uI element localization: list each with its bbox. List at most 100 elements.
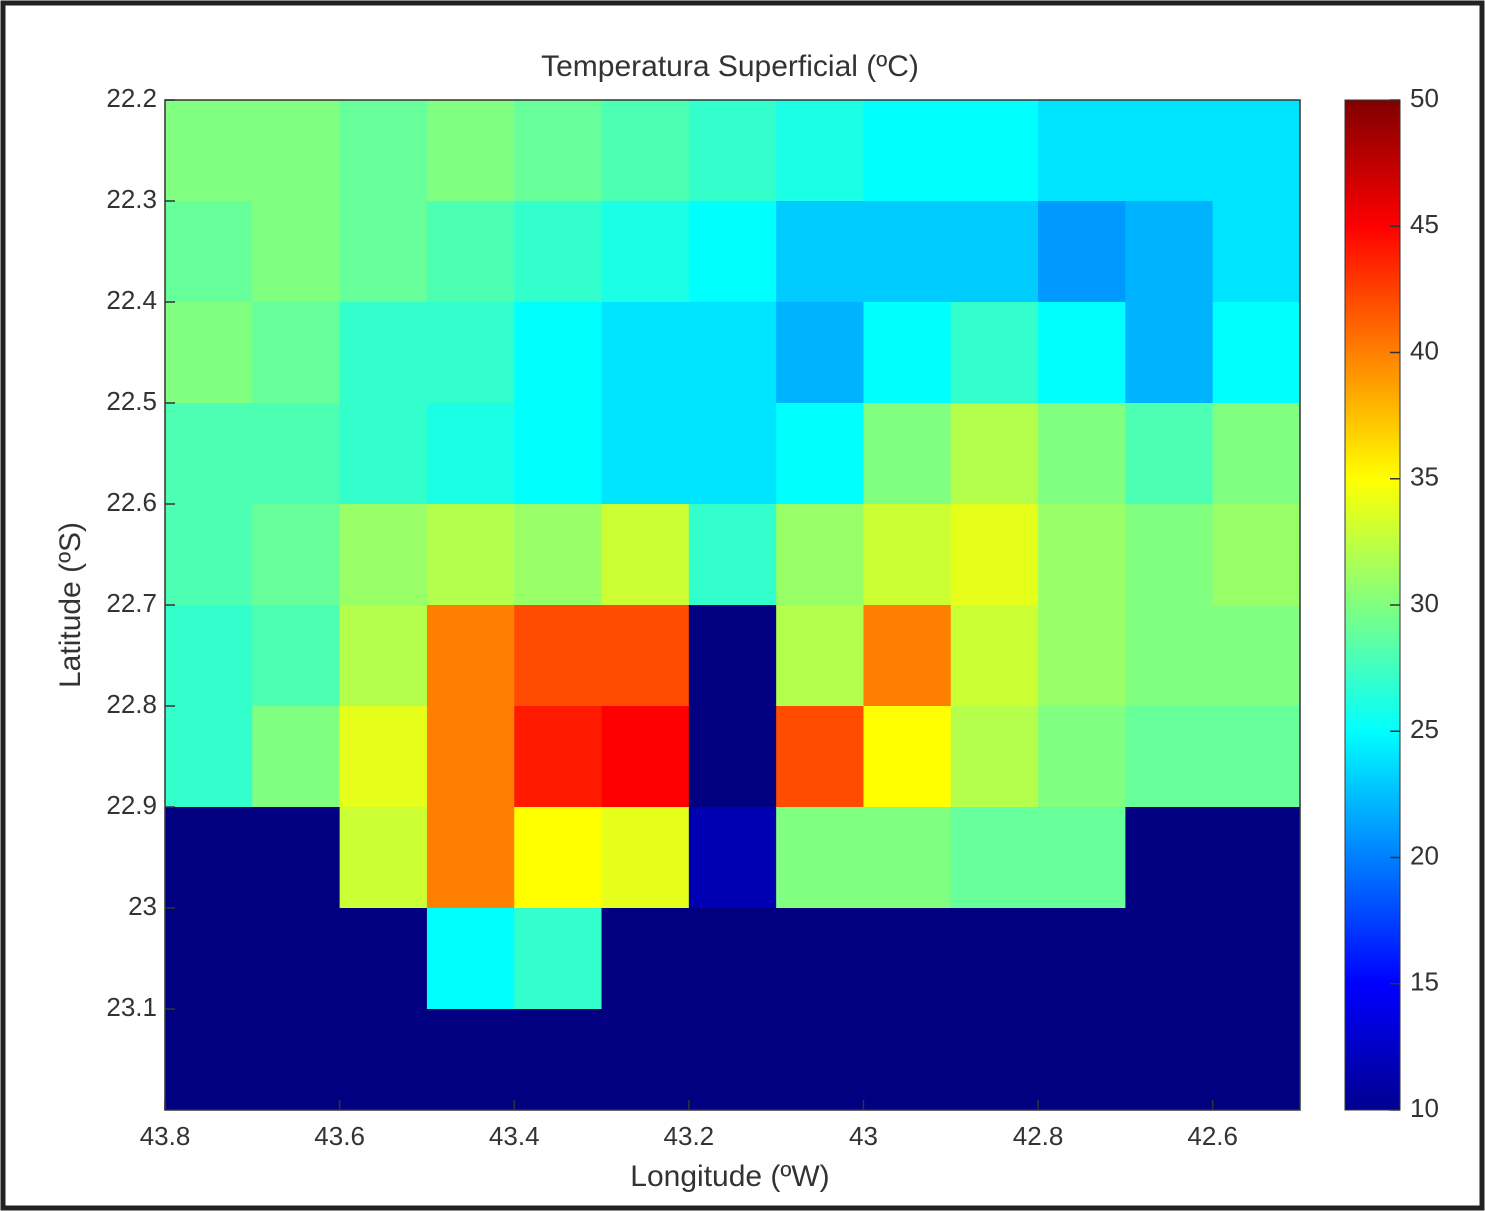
heat-cell — [426, 605, 515, 707]
heat-cell — [252, 201, 341, 303]
colorbar-tick-label: 50 — [1410, 83, 1439, 113]
heat-cell — [688, 403, 777, 505]
heat-cell — [252, 908, 341, 1010]
colorbar-tick-label: 20 — [1410, 840, 1439, 870]
heat-cell — [863, 100, 952, 202]
heat-cell — [776, 1009, 864, 1111]
heat-cell — [863, 403, 952, 505]
heat-cell — [863, 504, 952, 606]
heat-cell — [1212, 302, 1301, 404]
heat-cell — [1038, 807, 1126, 909]
heat-cell — [1038, 908, 1126, 1010]
heat-cell — [514, 403, 603, 505]
heat-cell — [426, 201, 515, 303]
heat-cell — [863, 201, 952, 303]
heat-cell — [165, 201, 253, 303]
heat-cell — [252, 302, 341, 404]
heat-cell — [688, 201, 777, 303]
heat-cell — [950, 504, 1039, 606]
heat-cell — [339, 605, 428, 707]
heat-cell — [514, 201, 603, 303]
y-axis-label: Latitude (ºS) — [54, 522, 87, 688]
heat-cell — [950, 605, 1039, 707]
y-tick-label: 23 — [128, 891, 157, 921]
colorbar-tick-label: 40 — [1410, 335, 1439, 365]
heat-cell — [339, 403, 428, 505]
heat-cell — [252, 1009, 341, 1111]
heat-cell — [339, 807, 428, 909]
y-tick-label: 22.3 — [106, 184, 157, 214]
heat-cell — [165, 1009, 253, 1111]
x-tick-label: 42.6 — [1187, 1121, 1238, 1151]
heat-cell — [863, 908, 952, 1010]
heat-cell — [863, 302, 952, 404]
heat-cell — [339, 100, 428, 202]
heat-cell — [165, 706, 253, 808]
heat-cell — [688, 302, 777, 404]
heat-cell — [339, 1009, 428, 1111]
heat-cell — [688, 504, 777, 606]
heat-cell — [1125, 807, 1214, 909]
heat-cell — [339, 908, 428, 1010]
y-tick-label: 22.6 — [106, 487, 157, 517]
heat-cell — [776, 706, 864, 808]
heat-cell — [1212, 908, 1301, 1010]
heat-cell — [252, 504, 341, 606]
heat-cell — [950, 908, 1039, 1010]
heat-cell — [601, 1009, 690, 1111]
heat-cell — [1038, 605, 1126, 707]
colorbar-tick-label: 25 — [1410, 714, 1439, 744]
heat-cell — [165, 302, 253, 404]
heat-cell — [1038, 302, 1126, 404]
heat-cell — [863, 706, 952, 808]
x-tick-label: 42.8 — [1013, 1121, 1064, 1151]
heat-cell — [950, 706, 1039, 808]
heat-cell — [863, 605, 952, 707]
y-tick-label: 22.2 — [106, 83, 157, 113]
heat-cell — [601, 706, 690, 808]
heat-cell — [339, 302, 428, 404]
y-tick-label: 22.5 — [106, 386, 157, 416]
heat-cell — [1038, 706, 1126, 808]
x-tick-label: 43 — [849, 1121, 878, 1151]
heat-cell — [601, 908, 690, 1010]
y-tick-label: 22.7 — [106, 588, 157, 618]
heat-cell — [339, 706, 428, 808]
x-tick-label: 43.8 — [140, 1121, 191, 1151]
y-tick-label: 22.9 — [106, 790, 157, 820]
x-axis-label: Longitude (ºW) — [630, 1160, 829, 1193]
heat-cell — [863, 1009, 952, 1111]
y-tick-label: 22.4 — [106, 285, 157, 315]
heat-cell — [339, 201, 428, 303]
heat-cell — [514, 302, 603, 404]
colorbar-tick-label: 10 — [1410, 1093, 1439, 1123]
heat-cell — [426, 908, 515, 1010]
heat-cell — [1125, 302, 1214, 404]
heat-cell — [776, 807, 864, 909]
heat-cell — [1038, 403, 1126, 505]
heat-cell — [514, 100, 603, 202]
heat-cell — [688, 908, 777, 1010]
heat-cell — [688, 807, 777, 909]
heat-cell — [1125, 1009, 1214, 1111]
heatmap — [165, 100, 1301, 1111]
y-tick-label: 23.1 — [106, 992, 157, 1022]
heat-cell — [776, 605, 864, 707]
heat-cell — [1125, 100, 1214, 202]
heat-cell — [950, 403, 1039, 505]
heat-cell — [514, 504, 603, 606]
chart-title: Temperatura Superficial (ºC) — [541, 50, 919, 83]
heat-cell — [601, 504, 690, 606]
x-tick-label: 43.6 — [314, 1121, 365, 1151]
heat-cell — [514, 908, 603, 1010]
heat-cell — [165, 403, 253, 505]
heat-cell — [426, 1009, 515, 1111]
heat-cell — [165, 100, 253, 202]
heat-cell — [252, 100, 341, 202]
heat-cell — [1212, 100, 1301, 202]
heat-cell — [165, 605, 253, 707]
heat-cell — [1125, 908, 1214, 1010]
heat-cell — [1125, 201, 1214, 303]
heat-cell — [1038, 1009, 1126, 1111]
